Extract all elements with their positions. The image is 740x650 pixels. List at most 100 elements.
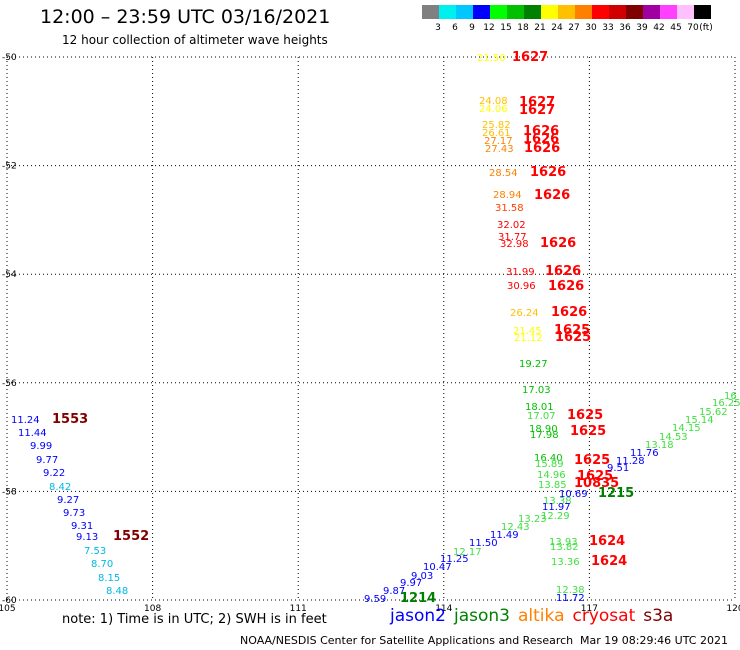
wave-height-value: 11.97 bbox=[542, 502, 571, 513]
wave-height-value: 17.03 bbox=[522, 385, 551, 396]
scale-swatch bbox=[660, 5, 677, 19]
wave-height-value: 12.38 bbox=[556, 585, 585, 596]
y-tick-label: -50 bbox=[2, 53, 17, 63]
pass-time-label: 1626 bbox=[548, 279, 584, 294]
pass-time-label: 1625 bbox=[570, 424, 606, 439]
pass-time-label: 1625 bbox=[554, 323, 590, 338]
wave-height-value: 31.77 bbox=[498, 232, 527, 243]
pass-time-label: 1625 bbox=[574, 453, 610, 468]
pass-time-label: 1553 bbox=[52, 412, 88, 427]
pass-time-label: 1625 bbox=[567, 408, 603, 423]
pass-time-label: 1626 bbox=[524, 141, 560, 156]
wave-height-value: 24.06 bbox=[479, 104, 508, 115]
wave-height-value: 32.02 bbox=[497, 220, 526, 231]
x-tick-label: 105 bbox=[0, 604, 16, 614]
pass-time-label: 1625 bbox=[577, 469, 613, 484]
x-tick-label: 114 bbox=[435, 604, 452, 614]
wave-height-value: 11.49 bbox=[490, 530, 519, 541]
wave-height-value: 12.29 bbox=[541, 511, 570, 522]
pass-time-label: 1624 bbox=[589, 534, 625, 549]
wave-height-value: 31.58 bbox=[495, 203, 524, 214]
wave-height-value: 8.48 bbox=[106, 586, 128, 597]
wave-height-value: 21.12 bbox=[514, 333, 543, 344]
wave-height-value: 16 bbox=[724, 391, 737, 402]
wave-height-value: 11.24 bbox=[11, 415, 40, 426]
scale-swatch bbox=[558, 5, 575, 19]
wave-height-value: 9.77 bbox=[36, 455, 58, 466]
wave-height-value: 11.76 bbox=[630, 448, 659, 459]
wave-height-value: 9.27 bbox=[57, 495, 79, 506]
scale-swatch bbox=[609, 5, 626, 19]
legend-altika: altika bbox=[518, 606, 565, 626]
x-tick-label: 111 bbox=[290, 604, 307, 614]
scale-tick-label: 39 bbox=[636, 23, 648, 33]
satellite-legend: jason2 jason3 altika cryosat s3a bbox=[390, 606, 681, 626]
wave-height-value: 9.99 bbox=[30, 441, 52, 452]
wave-height-value: 31.99 bbox=[506, 267, 535, 278]
wave-height-value: 8.70 bbox=[91, 559, 113, 570]
footer-note: note: 1) Time is in UTC; 2) SWH is in fe… bbox=[62, 612, 327, 627]
wave-height-value: 30.96 bbox=[507, 281, 536, 292]
wave-height-value: 17.07 bbox=[527, 411, 556, 422]
y-tick-label: -52 bbox=[2, 162, 17, 172]
wave-height-value: 16.40 bbox=[534, 453, 563, 464]
wave-height-value: 13.93 bbox=[549, 537, 578, 548]
wave-height-value: 16.25 bbox=[712, 398, 740, 409]
scale-swatch bbox=[541, 5, 558, 19]
chart-grid bbox=[6, 56, 736, 601]
wave-height-value: 9.13 bbox=[76, 532, 98, 543]
wave-height-value: 11.44 bbox=[18, 428, 47, 439]
wave-height-value: 21.45 bbox=[513, 326, 542, 337]
wave-height-value: 9.22 bbox=[43, 468, 65, 479]
scale-tick-label: (ft) bbox=[699, 23, 713, 33]
scale-swatch bbox=[439, 5, 456, 19]
scale-swatch bbox=[643, 5, 660, 19]
scale-swatch bbox=[626, 5, 643, 19]
wave-height-value: 18.90 bbox=[529, 424, 558, 435]
color-scale-bar: 3 6 9 12 15 18 21 24 27 30 33 36 39 42 45 70 (ft) bbox=[422, 5, 713, 33]
scale-swatch bbox=[694, 5, 711, 19]
wave-height-value: 14.53 bbox=[659, 432, 688, 443]
scale-tick-label: 27 bbox=[568, 23, 579, 33]
wave-height-value: 13.38 bbox=[543, 496, 572, 507]
pass-time-label: 1626 bbox=[523, 124, 559, 139]
wave-height-value: 15.62 bbox=[699, 407, 728, 418]
wave-height-value: 15.14 bbox=[685, 415, 714, 426]
y-tick-label: -56 bbox=[2, 379, 17, 389]
legend-jason2: jason2 bbox=[390, 606, 446, 626]
wave-height-value: 8.15 bbox=[98, 573, 120, 584]
pass-time-label: 1627 bbox=[512, 50, 548, 65]
y-tick-label: -54 bbox=[2, 270, 17, 280]
wave-height-value: 32.98 bbox=[500, 239, 529, 250]
wave-height-value: 9.73 bbox=[63, 508, 85, 519]
x-tick-label: 108 bbox=[144, 604, 161, 614]
wave-height-value: 26.24 bbox=[510, 308, 539, 319]
wave-height-value: 9.03 bbox=[411, 571, 433, 582]
scale-tick-label: 21 bbox=[534, 23, 545, 33]
wave-height-value: 13.82 bbox=[550, 542, 579, 553]
wave-height-value: 9.31 bbox=[71, 521, 93, 532]
wave-height-value: 9.51 bbox=[607, 463, 629, 474]
wave-height-value: 21.50 bbox=[477, 53, 506, 64]
legend-jason3: jason3 bbox=[454, 606, 510, 626]
scale-tick-label: 30 bbox=[585, 23, 597, 33]
scale-swatch bbox=[456, 5, 473, 19]
footer-credit: NOAA/NESDIS Center for Satellite Applica… bbox=[240, 634, 574, 647]
scale-swatch bbox=[490, 5, 507, 19]
wave-height-value: 10.69 bbox=[559, 489, 588, 500]
pass-time-label: 1626 bbox=[530, 165, 566, 180]
wave-height-value: 11.50 bbox=[469, 538, 498, 549]
wave-height-value: 26.61 bbox=[482, 128, 511, 139]
pass-time-label: 1626 bbox=[545, 264, 581, 279]
legend-cryosat: cryosat bbox=[572, 606, 636, 626]
wave-height-value: 8.42 bbox=[49, 482, 71, 493]
wave-height-value: 24.08 bbox=[479, 96, 508, 107]
wave-height-value: 11.25 bbox=[440, 554, 469, 565]
scale-tick-label: 9 bbox=[469, 23, 475, 33]
pass-time-label: 1627 bbox=[519, 95, 555, 110]
scale-swatch bbox=[592, 5, 609, 19]
pass-time-label: 1625 bbox=[555, 330, 591, 345]
wave-height-value: 17.98 bbox=[530, 430, 559, 441]
pass-time-label: 1624 bbox=[591, 554, 627, 569]
